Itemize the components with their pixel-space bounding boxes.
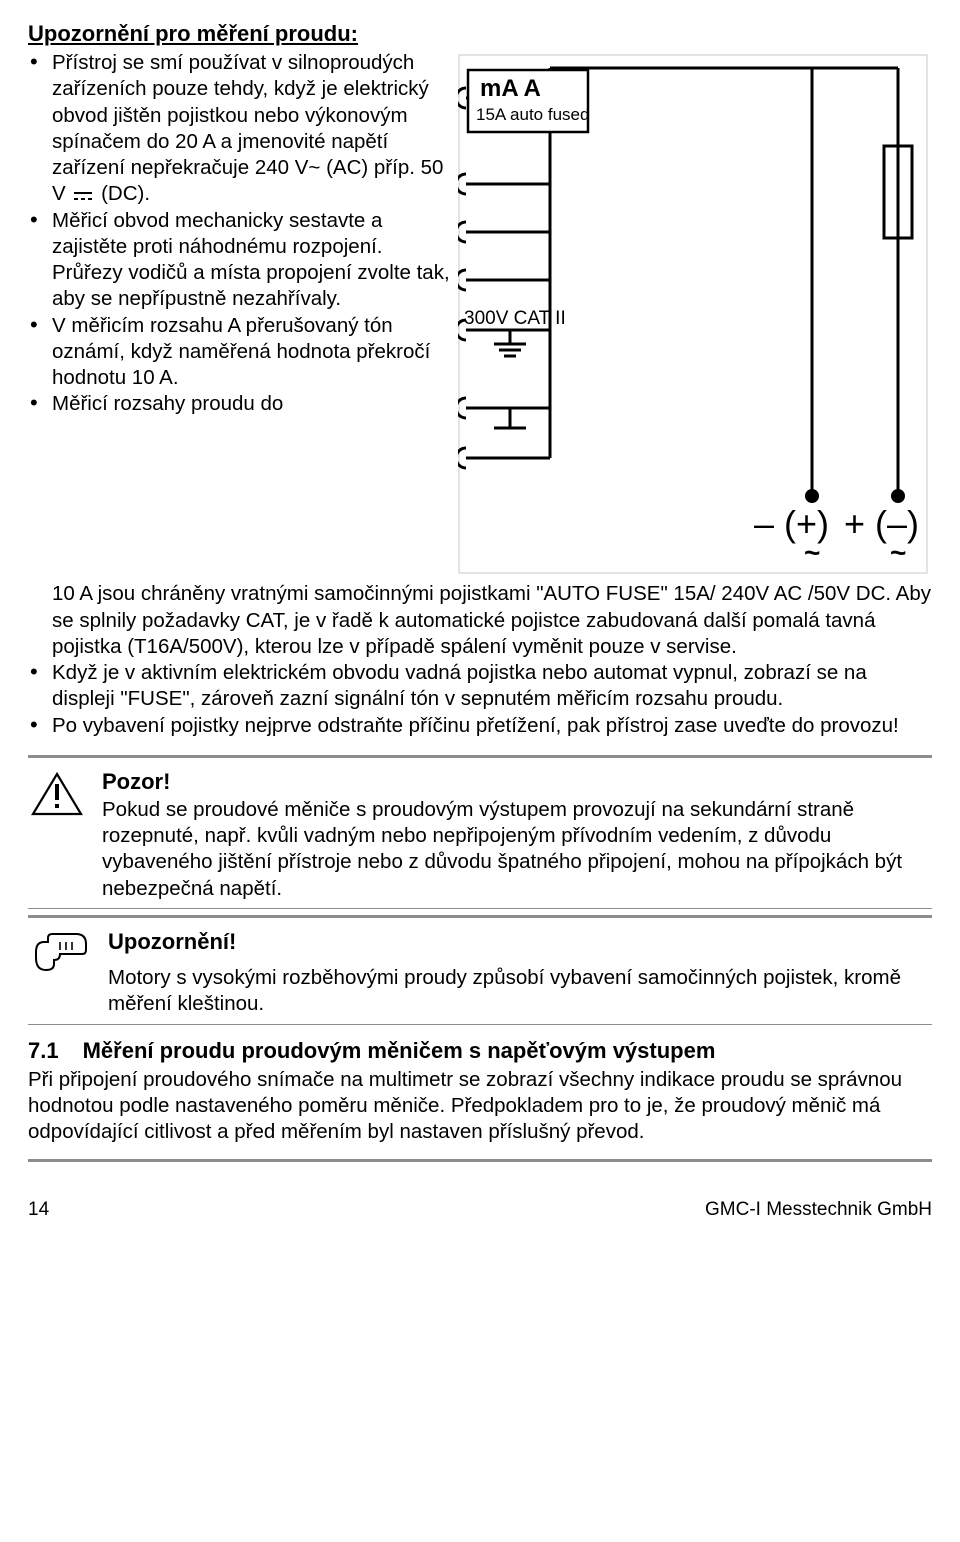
bullet-continuation: 10 A jsou chráněny vratnými samočinnými … [28,581,932,660]
divider [28,908,932,909]
svg-text:+ (–): + (–) [844,503,919,544]
divider [28,1024,932,1025]
full-bullet-list: Když je v aktivním elektrickém obvodu va… [28,660,932,739]
section-heading: Upozornění pro měření proudu: [28,20,932,48]
subsection-body: Při připojení proudového snímače na mult… [28,1067,932,1146]
diagram-svg: mA A15A auto fused300V CAT II– (+)+ (–)~… [458,54,928,574]
notice-body: Motory s vysokými rozběhovými proudy způ… [108,965,930,1017]
bullet-item: Měřicí rozsahy proudu do [28,391,458,417]
notice-callout: Upozornění! Motory s vysokými rozběhovým… [28,928,932,1018]
page-number: 14 [28,1198,49,1222]
subsection-number: 7.1 [28,1038,59,1063]
wiring-diagram: mA A15A auto fused300V CAT II– (+)+ (–)~… [458,50,932,581]
subsection-heading: 7.1 Měření proudu proudovým měničem s nap… [28,1037,932,1065]
bullet-item: Měřicí obvod mechanicky sestavte a zajis… [28,208,458,313]
footer-divider [28,1159,932,1162]
warning-callout: Pozor! Pokud se proudové měniče s proudo… [28,768,932,902]
bullet-item: Když je v aktivním elektrickém obvodu va… [28,660,932,712]
subsection-title: Měření proudu proudovým měničem s napěťo… [83,1038,716,1063]
warning-title: Pozor! [102,768,930,796]
footer-brand: GMC-I Messtechnik GmbH [705,1198,932,1222]
svg-text:~: ~ [804,537,820,568]
warning-body: Pokud se proudové měniče s proudovým výs… [102,797,930,902]
bullet-item: Přístroj se smí používat v silnoproudých… [28,50,458,207]
bullet-item: Po vybavení pojistky nejprve odstraňte p… [28,713,932,739]
top-block: Přístroj se smí používat v silnoproudých… [28,50,932,581]
page-footer: 14 GMC-I Messtechnik GmbH [28,1198,932,1222]
divider [28,755,932,758]
svg-text:300V CAT II: 300V CAT II [464,308,566,329]
notice-title: Upozornění! [108,928,930,956]
svg-text:15A auto fused: 15A auto fused [476,105,589,124]
narrow-bullet-column: Přístroj se smí používat v silnoproudých… [28,50,458,417]
bullet-item: V měřicím rozsahu A přerušovaný tón ozná… [28,313,458,392]
svg-text:mA A: mA A [480,75,541,102]
svg-text:~: ~ [890,537,906,568]
pointing-hand-icon [30,928,90,981]
warning-icon [30,768,84,825]
divider [28,915,932,918]
